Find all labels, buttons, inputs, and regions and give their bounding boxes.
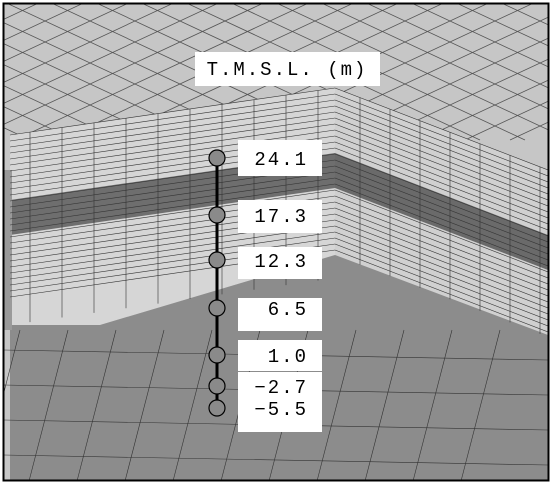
layer-line [9, 87, 336, 136]
layer-line [9, 129, 336, 178]
layer-line [334, 183, 548, 267]
level-label: −2.7 [254, 377, 308, 399]
floor-line [76, 329, 117, 480]
label-box [238, 372, 322, 432]
layer-line [334, 189, 548, 273]
grid-line [4, 4, 83, 41]
floor-line [124, 329, 165, 480]
label-box [238, 140, 322, 176]
layer-line [9, 225, 336, 274]
layer-line [9, 105, 336, 154]
layer-line [334, 123, 548, 207]
layer-line [334, 141, 548, 225]
label-box [238, 247, 322, 279]
layer-line [334, 153, 548, 237]
level-marker [208, 299, 226, 317]
level-marker [208, 346, 226, 364]
label-box [238, 340, 322, 371]
layer-line [334, 207, 548, 291]
layer-line [334, 117, 548, 201]
floor-line [412, 329, 453, 480]
level-label: −5.5 [254, 399, 308, 421]
grid-line [502, 4, 548, 26]
layer-line [334, 243, 548, 327]
layer-line [334, 195, 548, 279]
level-label: 6.5 [268, 299, 308, 321]
floor-line [172, 329, 213, 480]
layer-line [334, 219, 548, 303]
layer-line [334, 159, 548, 243]
levels: 24.1 17.3 12.3 6.5 1.0 −2.7−5.5 [208, 140, 322, 432]
layer-line [9, 99, 336, 148]
grid-line [374, 58, 548, 141]
layer-line [9, 189, 336, 238]
layer-line [334, 213, 548, 297]
layer-line [334, 249, 548, 333]
layer-line [334, 93, 548, 177]
side-block [4, 170, 12, 330]
layer-line [334, 171, 548, 255]
grid-line [4, 106, 76, 141]
layer-line [9, 231, 336, 280]
grid-line [4, 85, 121, 141]
grid-line [4, 64, 166, 141]
floor-line [316, 329, 357, 480]
layer-line [334, 165, 548, 249]
level-label: 17.3 [254, 206, 308, 228]
grid-line [412, 4, 548, 68]
grid-line [419, 79, 548, 141]
layer-line [334, 201, 548, 285]
grid-line [457, 4, 548, 47]
layer-line [334, 99, 548, 183]
floor-line [4, 454, 548, 466]
grid-line [4, 4, 263, 125]
layer-line [9, 117, 336, 166]
layer-line [9, 171, 336, 220]
layer-line [334, 177, 548, 261]
layer-line [334, 237, 548, 321]
grid-line [367, 4, 548, 89]
floor-line [364, 329, 405, 480]
level-label: 24.1 [254, 149, 308, 171]
level-marker [208, 377, 226, 395]
layer-line [9, 177, 336, 226]
layer-line [334, 231, 548, 315]
floor-line [28, 329, 69, 480]
floor-line [4, 329, 21, 394]
floor-line [460, 329, 501, 480]
label-box [238, 298, 322, 331]
layer-line [334, 87, 548, 171]
layer-line [334, 129, 548, 213]
level-marker [208, 206, 226, 224]
grid-line [277, 4, 548, 131]
grid-line [464, 100, 548, 141]
title-box [195, 52, 380, 86]
title: T.M.S.L. (m) [207, 59, 368, 81]
layer-line [9, 123, 336, 172]
dark-band-right [335, 153, 548, 270]
grid-line [4, 4, 173, 83]
grid-line [14, 4, 308, 141]
layer-line [334, 135, 548, 219]
label-box [238, 200, 322, 233]
layer-line [334, 147, 548, 231]
grid-line [4, 4, 128, 62]
level-marker [208, 251, 226, 269]
grid-line [322, 4, 548, 110]
layer-line [9, 111, 336, 160]
layer-line [334, 105, 548, 189]
level-label: 1.0 [268, 346, 308, 368]
level-marker [208, 149, 226, 167]
grid-line [4, 4, 218, 104]
layer-line [334, 111, 548, 195]
layer-line [334, 225, 548, 309]
layer-line [9, 93, 336, 142]
layer-line [9, 237, 336, 286]
layer-line [9, 183, 336, 232]
level-marker [208, 399, 226, 417]
level-label: 12.3 [254, 251, 308, 273]
